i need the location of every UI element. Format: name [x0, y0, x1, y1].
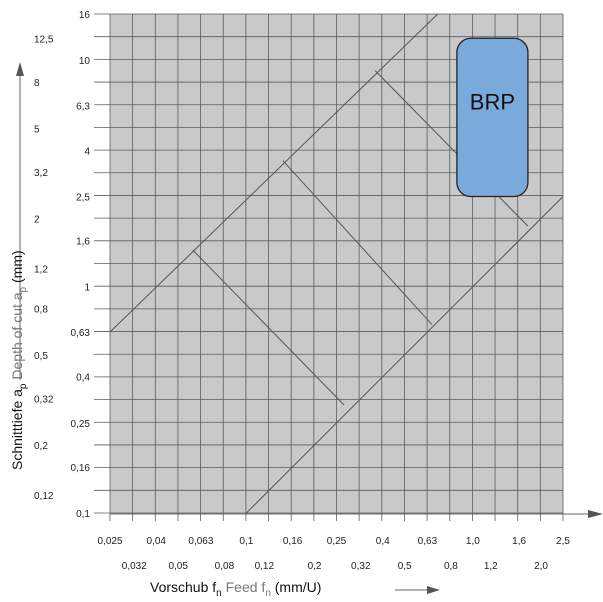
y-label-main: Schnitttiefe a: [9, 389, 25, 470]
x-tick-label-upper: 0,025: [97, 536, 122, 547]
brp-region: [456, 37, 529, 198]
x-label-main-sub: n: [216, 588, 222, 599]
x-tick-label-lower: 0,32: [351, 561, 371, 572]
brp-region-label: BRP: [470, 89, 515, 114]
x-axis-arrow: [588, 510, 603, 518]
y-tick-label-left: 12,5: [34, 34, 54, 45]
x-tick-label-upper: 2,5: [556, 536, 570, 547]
x-tick-label-lower: 0,2: [308, 561, 322, 572]
y-tick-label-right: 0,16: [71, 463, 91, 474]
x-tick-label-upper: 0,1: [239, 536, 253, 547]
y-tick-label-left: 0,32: [34, 395, 54, 406]
y-label-grey-sub: p: [18, 286, 29, 292]
region-layer: BRP: [456, 37, 529, 198]
y-tick-label-right: 0,63: [71, 328, 91, 339]
x-tick-label-lower: 0,08: [215, 561, 235, 572]
x-tick-label-upper: 0,16: [283, 536, 303, 547]
cross-line-1: [192, 249, 345, 406]
x-tick-label-upper: 0,063: [188, 536, 213, 547]
y-tick-label-left: 8: [34, 78, 40, 89]
axes: [16, 62, 603, 594]
y-tick-label-left: 1,2: [34, 265, 48, 276]
x-label-grey-sub: n: [265, 588, 271, 599]
x-tick-label-lower: 1,2: [484, 561, 498, 572]
y-tick-label-left: 0,12: [34, 491, 54, 502]
lower-diagonal: [246, 196, 564, 514]
y-tick-label-right: 10: [79, 56, 91, 67]
y-label-unit: (mm): [9, 250, 25, 287]
y-tick-label-right: 1,6: [76, 236, 90, 247]
diagonal-lines: [109, 13, 564, 514]
x-label-unit: (mm/U): [271, 579, 322, 595]
y-label-grey: Depth of cut a: [9, 292, 25, 383]
x-label-main: Vorschub f: [150, 579, 216, 595]
upper-diagonal: [109, 13, 439, 333]
y-tick-label-left: 3,2: [34, 168, 48, 179]
y-tick-label-left: 5: [34, 124, 40, 135]
tick-labels: 0,025 0,04 0,063 0,1 0,16 0,25 0,4 0,63 1,0 1,6 2,…: [34, 10, 570, 572]
x-tick-label-lower: 0,5: [398, 561, 412, 572]
y-tick-label-right: 4: [84, 146, 90, 157]
cross-line-2: [282, 160, 433, 325]
x-tick-label-lower: 0,8: [444, 561, 458, 572]
x-tick-label-upper: 0,04: [146, 536, 166, 547]
grid: [94, 13, 564, 521]
y-axis-label: Schnitttiefe ap Depth of cut ap (mm): [9, 250, 29, 470]
y-axis-arrow: [16, 62, 24, 76]
y-tick-label-right: 0,25: [71, 419, 91, 430]
y-tick-label-left: 0,8: [34, 305, 48, 316]
y-tick-label-right: 0,1: [76, 509, 90, 520]
x-tick-label-lower: 0,12: [255, 561, 275, 572]
y-tick-label-right: 0,4: [76, 373, 90, 384]
x-label-arrow: [427, 586, 440, 594]
y-tick-label-left: 0,5: [34, 351, 48, 362]
x-axis-label: Vorschub fn Feed fn (mm/U): [150, 579, 321, 599]
y-tick-label-right: 2,5: [76, 193, 90, 204]
x-label-grey: Feed f: [222, 579, 266, 595]
x-tick-label-upper: 1,6: [512, 536, 526, 547]
y-tick-label-right: 6,3: [76, 102, 90, 113]
x-tick-label-lower: 2,0: [534, 561, 548, 572]
x-tick-label-upper: 0,25: [327, 536, 347, 547]
y-tick-label-right: 16: [79, 10, 91, 21]
y-tick-label-left: 2: [34, 214, 40, 225]
x-tick-label-lower: 0,032: [122, 561, 147, 572]
y-tick-label-right: 1: [84, 283, 90, 294]
x-tick-label-upper: 0,4: [376, 536, 390, 547]
y-label-main-sub: p: [18, 383, 29, 389]
x-tick-label-upper: 0,63: [418, 536, 438, 547]
y-tick-label-left: 0,2: [34, 441, 48, 452]
cross-line-3: [374, 70, 529, 227]
x-tick-label-upper: 1,0: [466, 536, 480, 547]
x-tick-label-lower: 0,05: [168, 561, 188, 572]
